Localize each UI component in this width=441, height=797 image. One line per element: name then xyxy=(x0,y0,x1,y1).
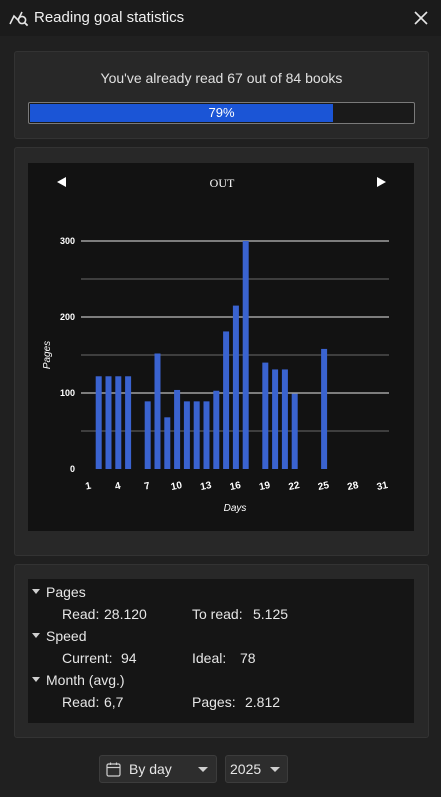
bar-day-12 xyxy=(193,401,200,469)
chevron-down-icon xyxy=(198,767,208,772)
triangle-right-icon[interactable] xyxy=(377,177,386,187)
section-speed-label: Speed xyxy=(46,628,87,644)
bar-day-3 xyxy=(105,376,112,469)
pages-toread-label: To read: xyxy=(192,606,243,622)
x-tick-label: 31 xyxy=(376,480,390,493)
y-axis-label: Pages xyxy=(42,341,53,369)
progress-fill xyxy=(30,104,333,122)
chart-area: OUT 0 100 200 300 1 4 7 10 13 16 19 22 25 28 31 Pages… xyxy=(28,163,414,531)
bar-day-16 xyxy=(232,305,239,469)
bar-day-5 xyxy=(125,376,132,469)
stats-panel: Pages Read: 28.120 To read: 5.125 Speed … xyxy=(14,564,429,738)
chart-panel: OUT 0 100 200 300 1 4 7 10 13 16 19 22 25 28 31 Pages… xyxy=(14,147,429,556)
bar-day-7 xyxy=(144,401,151,469)
speed-current-label: Current: xyxy=(62,650,113,666)
reading-chart: OUT 0 100 200 300 1 4 7 10 13 16 19 22 25 28 31 Pages… xyxy=(42,176,390,514)
period-dropdown[interactable]: By day xyxy=(99,755,217,783)
chart-search-icon xyxy=(9,11,29,27)
bar-day-2 xyxy=(95,376,102,469)
expand-triangle-icon[interactable] xyxy=(32,589,40,594)
speed-current-value: 94 xyxy=(121,650,137,666)
x-tick-label: 7 xyxy=(143,481,151,493)
y-tick-label: 0 xyxy=(70,464,75,474)
bottom-controls: By day 2025 xyxy=(0,750,441,786)
x-tick-label: 4 xyxy=(114,481,122,493)
month-read-value: 6,7 xyxy=(104,694,124,710)
chart-month-label: OUT xyxy=(210,176,235,190)
x-axis-label: Days xyxy=(224,503,247,514)
bar-day-9 xyxy=(164,417,171,469)
x-tick-label: 25 xyxy=(317,480,331,493)
section-speed[interactable]: Speed xyxy=(28,626,414,646)
pages-read-label: Read: xyxy=(62,606,100,622)
window-title: Reading goal statistics xyxy=(34,9,185,26)
x-tick-label: 22 xyxy=(288,480,302,493)
section-month[interactable]: Month (avg.) xyxy=(28,670,414,690)
speed-values-row: Current: 94 Ideal: 78 xyxy=(28,648,414,668)
pages-toread-value: 5.125 xyxy=(253,606,289,622)
goal-summary: You've already read 67 out of 84 books xyxy=(100,70,343,86)
triangle-left-icon[interactable] xyxy=(57,177,66,187)
goal-progress-bar: 79% xyxy=(28,102,415,124)
stats-tree: Pages Read: 28.120 To read: 5.125 Speed … xyxy=(28,579,414,723)
bar-day-13 xyxy=(203,401,210,469)
expand-triangle-icon[interactable] xyxy=(32,677,40,682)
x-tick-label: 28 xyxy=(346,480,360,493)
bar-day-11 xyxy=(183,401,190,469)
x-tick-label: 10 xyxy=(170,480,184,493)
month-pages-label: Pages: xyxy=(192,694,236,710)
pages-values-row: Read: 28.120 To read: 5.125 xyxy=(28,604,414,624)
chevron-down-icon xyxy=(270,767,280,772)
year-dropdown[interactable]: 2025 xyxy=(225,755,288,783)
year-value: 2025 xyxy=(230,761,262,777)
section-pages[interactable]: Pages xyxy=(28,582,414,602)
y-tick-label: 200 xyxy=(60,312,75,322)
bar-day-22 xyxy=(291,393,298,469)
month-read-label: Read: xyxy=(62,694,100,710)
month-pages-value: 2.812 xyxy=(245,694,281,710)
bar-day-17 xyxy=(242,241,249,469)
bar-day-14 xyxy=(213,390,220,469)
close-icon[interactable] xyxy=(411,8,431,28)
speed-ideal-value: 78 xyxy=(240,650,256,666)
progress-percent: 79% xyxy=(208,105,235,120)
x-tick-label: 13 xyxy=(199,480,213,493)
bar-day-15 xyxy=(223,331,230,469)
x-tick-label: 19 xyxy=(258,480,272,493)
month-values-row: Read: 6,7 Pages: 2.812 xyxy=(28,692,414,712)
bar-day-20 xyxy=(272,369,279,469)
goal-panel: You've already read 67 out of 84 books 7… xyxy=(14,51,429,139)
pages-read-value: 28.120 xyxy=(104,606,147,622)
speed-ideal-label: Ideal: xyxy=(192,650,227,666)
section-pages-label: Pages xyxy=(46,584,86,600)
y-tick-label: 100 xyxy=(60,388,75,398)
period-value: By day xyxy=(129,761,172,777)
expand-triangle-icon[interactable] xyxy=(32,633,40,638)
bar-day-25 xyxy=(321,348,328,469)
x-tick-label: 16 xyxy=(229,480,243,493)
section-month-label: Month (avg.) xyxy=(46,672,125,688)
y-tick-label: 300 xyxy=(60,236,75,246)
bar-day-8 xyxy=(154,353,161,469)
bar-day-10 xyxy=(174,389,181,469)
title-bar: Reading goal statistics xyxy=(0,0,441,36)
calendar-icon xyxy=(106,762,121,777)
bar-day-4 xyxy=(115,376,122,469)
bar-day-21 xyxy=(281,369,288,469)
bar-day-19 xyxy=(262,362,269,469)
x-tick-label: 1 xyxy=(85,481,93,493)
